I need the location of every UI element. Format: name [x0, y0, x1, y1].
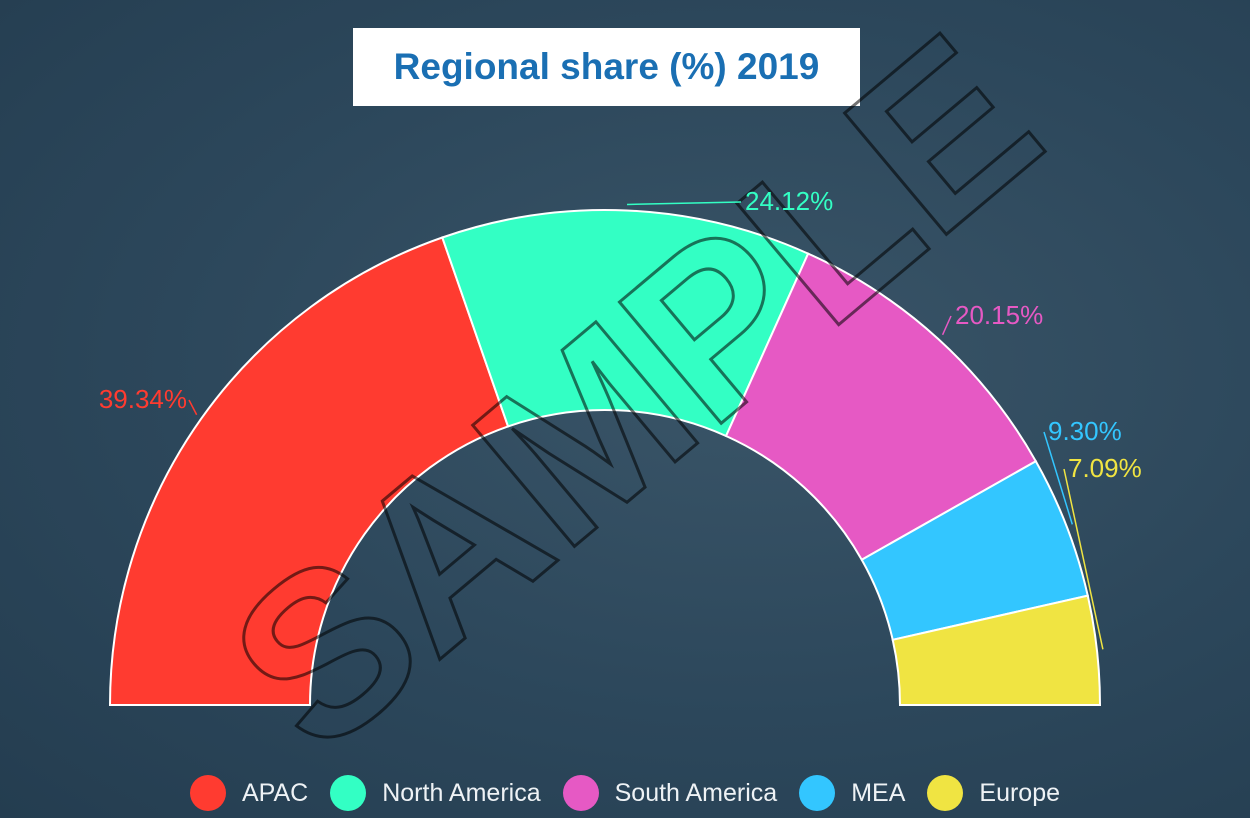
legend-label: South America	[614, 779, 778, 807]
legend-item[interactable]: Europe	[927, 774, 1060, 812]
leader-line	[1043, 431, 1074, 525]
data-label: 39.34%	[99, 384, 187, 414]
legend-swatch	[189, 775, 226, 811]
slice-apac[interactable]	[108, 236, 510, 706]
legend-swatch	[799, 775, 836, 811]
data-label: 24.12%	[745, 186, 833, 216]
legend-item[interactable]: South America	[562, 774, 778, 812]
legend-swatch	[927, 775, 964, 811]
data-label: 7.09%	[1068, 453, 1142, 483]
leader-line	[188, 399, 198, 416]
legend-label: MEA	[851, 779, 906, 807]
leader-line	[627, 201, 742, 206]
legend-label: APAC	[241, 779, 309, 807]
legend-swatch	[330, 775, 367, 811]
legend-swatch	[562, 775, 599, 811]
legend-item[interactable]: North America	[330, 774, 541, 812]
leader-line	[1063, 468, 1104, 650]
chart-title-box: Regional share (%) 2019	[353, 28, 860, 106]
leader-line	[941, 315, 952, 336]
chart-title: Regional share (%) 2019	[393, 46, 820, 87]
legend: APAC North America South America MEA Europe	[0, 774, 1250, 812]
legend-item[interactable]: APAC	[189, 774, 309, 812]
slice-north-america[interactable]	[441, 209, 810, 438]
data-label: 20.15%	[955, 300, 1043, 330]
data-label: 9.30%	[1048, 416, 1122, 446]
legend-label: Europe	[979, 779, 1061, 807]
legend-label: North America	[382, 779, 541, 807]
slice-europe[interactable]	[891, 594, 1102, 706]
legend-item[interactable]: MEA	[799, 774, 905, 812]
